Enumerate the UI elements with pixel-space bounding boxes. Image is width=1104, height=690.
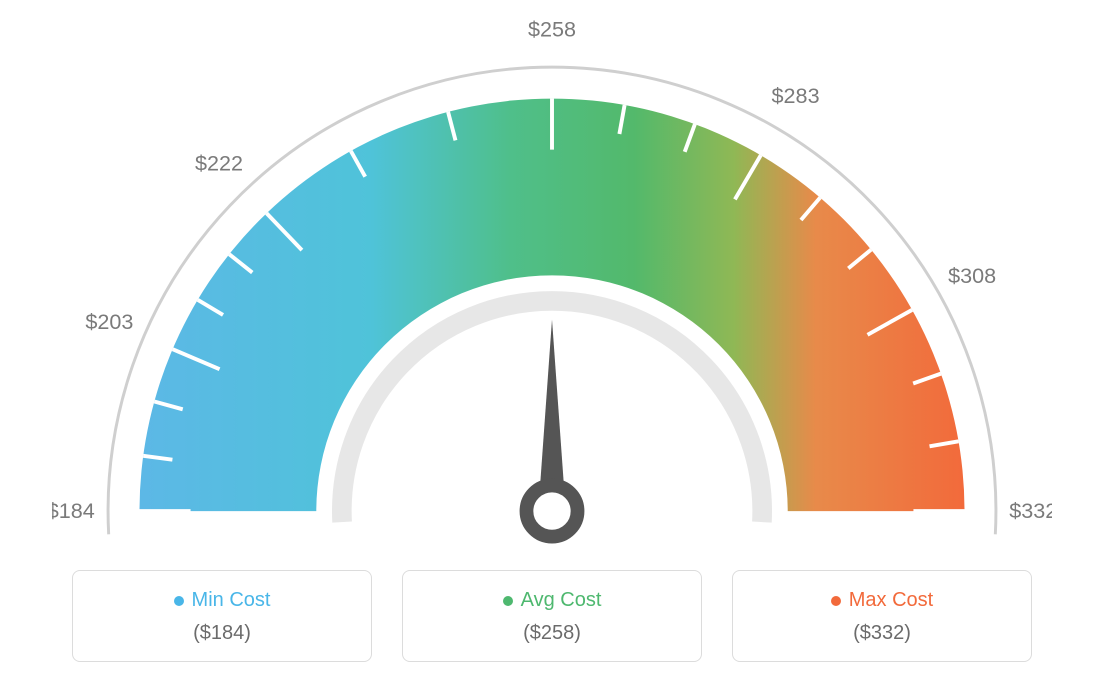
gauge-tick-label: $332 bbox=[1009, 498, 1052, 523]
legend-title-min: Min Cost bbox=[174, 589, 271, 612]
gauge-tick-label: $203 bbox=[85, 309, 133, 334]
gauge-tick-label: $258 bbox=[528, 20, 576, 42]
legend-card-avg: Avg Cost ($258) bbox=[402, 570, 702, 662]
gauge-tick-label: $283 bbox=[772, 83, 820, 108]
legend-row: Min Cost ($184) Avg Cost ($258) Max Cost… bbox=[52, 570, 1052, 662]
dot-icon bbox=[503, 596, 513, 606]
cost-gauge: $184 $203 $222 $258 $283 $308 $332 bbox=[52, 20, 1052, 570]
legend-card-max: Max Cost ($332) bbox=[732, 570, 1032, 662]
legend-label: Max Cost bbox=[849, 589, 933, 612]
legend-value: ($258) bbox=[403, 622, 701, 645]
gauge-tick-label: $222 bbox=[195, 151, 243, 176]
legend-value: ($332) bbox=[733, 622, 1031, 645]
legend-title-max: Max Cost bbox=[831, 589, 933, 612]
gauge-svg: $184 $203 $222 $258 $283 $308 $332 bbox=[52, 20, 1052, 570]
dot-icon bbox=[174, 596, 184, 606]
dot-icon bbox=[831, 596, 841, 606]
legend-label: Avg Cost bbox=[521, 589, 602, 612]
gauge-tick-label: $308 bbox=[948, 263, 996, 288]
legend-label: Min Cost bbox=[192, 589, 271, 612]
legend-card-min: Min Cost ($184) bbox=[72, 570, 372, 662]
gauge-tick-label: $184 bbox=[52, 498, 95, 523]
legend-title-avg: Avg Cost bbox=[503, 589, 602, 612]
legend-value: ($184) bbox=[73, 622, 371, 645]
